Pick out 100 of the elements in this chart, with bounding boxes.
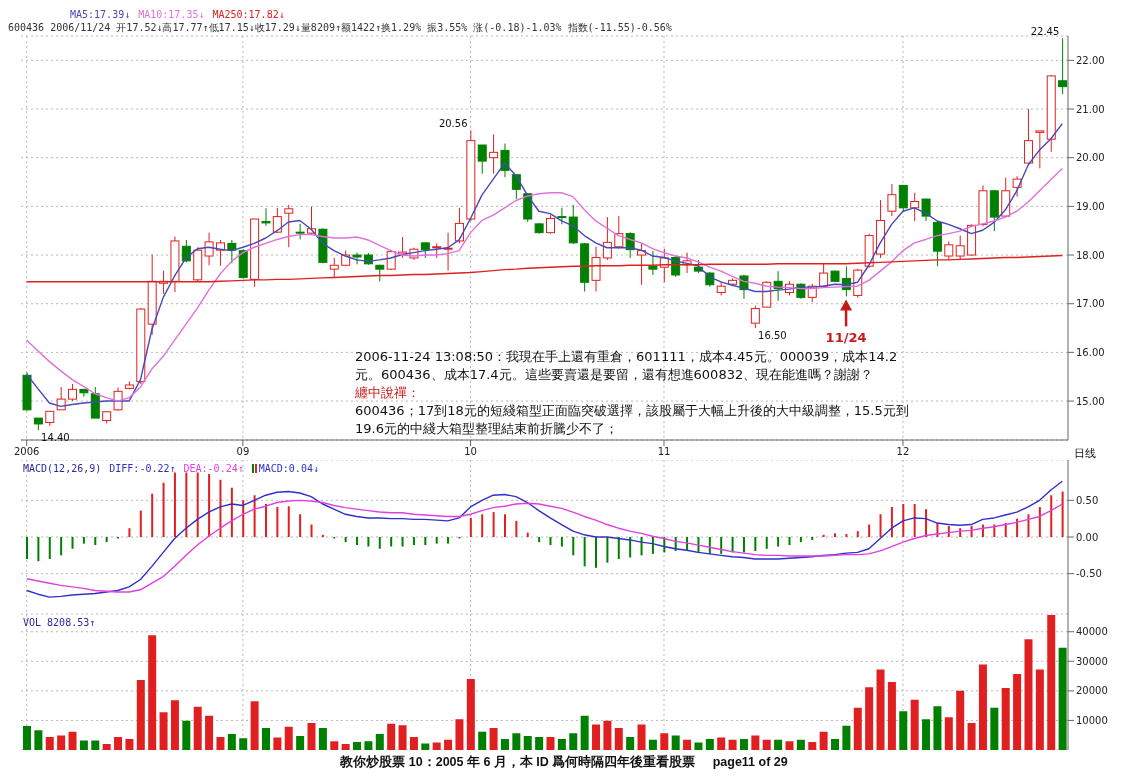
bar bbox=[535, 736, 544, 750]
bar bbox=[173, 472, 176, 537]
bar bbox=[227, 734, 236, 750]
bar bbox=[515, 520, 518, 537]
bar bbox=[796, 739, 805, 750]
text: MA5:17.39↓ bbox=[70, 8, 131, 21]
bar bbox=[549, 537, 552, 546]
bar bbox=[466, 679, 475, 750]
bar bbox=[299, 514, 302, 537]
candlestick bbox=[500, 143, 510, 178]
bar bbox=[57, 735, 66, 750]
bar bbox=[887, 682, 896, 750]
bar bbox=[788, 537, 791, 546]
text: 教你炒股票 10：2005 年 6 月，本 ID 爲何時隔四年後重看股票 page11 of 29 bbox=[339, 754, 789, 771]
bar bbox=[444, 739, 453, 750]
bar bbox=[777, 537, 780, 547]
y-tick-label: 0.50 bbox=[1076, 494, 1099, 506]
bar bbox=[367, 537, 370, 547]
bar bbox=[617, 537, 620, 559]
x-axis-title: 日线 bbox=[1074, 446, 1096, 461]
bar bbox=[208, 473, 211, 537]
y-tick-label: 19.00 bbox=[1076, 200, 1105, 212]
candlestick bbox=[602, 216, 612, 261]
bar bbox=[276, 506, 279, 537]
y-tick-label: 16.00 bbox=[1076, 346, 1105, 358]
annotation: 14.40 bbox=[41, 432, 70, 444]
bar bbox=[128, 528, 131, 537]
bar bbox=[765, 537, 768, 549]
bar bbox=[728, 739, 737, 750]
bar bbox=[720, 537, 723, 554]
bar bbox=[321, 534, 324, 537]
bar bbox=[956, 690, 965, 750]
bar bbox=[651, 537, 654, 554]
bar bbox=[648, 739, 657, 750]
candlestick bbox=[454, 207, 464, 244]
bar bbox=[273, 737, 282, 750]
x-tick-label: 09 bbox=[236, 446, 250, 458]
y-tick-label: -0.50 bbox=[1076, 568, 1102, 580]
bar bbox=[902, 504, 905, 537]
bar bbox=[182, 720, 191, 750]
bar bbox=[216, 736, 225, 750]
candlestick bbox=[614, 215, 624, 250]
legend-label: MACD:0.04↓ bbox=[257, 462, 319, 475]
bar bbox=[287, 506, 290, 537]
bar bbox=[356, 537, 359, 546]
bar bbox=[742, 537, 745, 553]
bar bbox=[318, 728, 327, 750]
bar bbox=[580, 715, 589, 750]
candlestick bbox=[477, 144, 487, 175]
bar bbox=[831, 739, 840, 750]
line-series bbox=[25, 480, 1064, 598]
candlestick bbox=[898, 184, 908, 212]
bar bbox=[731, 537, 734, 553]
bar bbox=[660, 733, 669, 750]
candlestick bbox=[546, 214, 555, 235]
bar bbox=[390, 537, 393, 547]
bar bbox=[37, 537, 40, 562]
text: MA10:17.35↓ bbox=[138, 8, 205, 21]
bar bbox=[557, 739, 566, 750]
bar bbox=[933, 706, 942, 750]
bar bbox=[378, 537, 381, 549]
bar bbox=[71, 537, 74, 549]
bar bbox=[170, 700, 179, 750]
bar bbox=[148, 635, 157, 750]
bar bbox=[253, 495, 256, 537]
candlestick bbox=[204, 232, 214, 266]
bar bbox=[23, 726, 31, 750]
bar bbox=[978, 664, 987, 750]
bar bbox=[136, 679, 145, 750]
bar bbox=[868, 524, 871, 537]
bar bbox=[114, 736, 123, 750]
bar bbox=[845, 534, 848, 537]
bar bbox=[1047, 614, 1056, 750]
bar bbox=[239, 738, 248, 750]
candlestick bbox=[79, 388, 89, 398]
bar bbox=[856, 531, 859, 537]
bar bbox=[811, 537, 814, 540]
bar bbox=[375, 734, 384, 750]
y-tick-label: 30000 bbox=[1076, 655, 1108, 667]
bar bbox=[34, 730, 43, 750]
bar bbox=[925, 509, 928, 537]
bar bbox=[808, 742, 817, 750]
bar bbox=[469, 517, 472, 537]
bar bbox=[503, 514, 506, 537]
candlestick bbox=[557, 207, 567, 225]
bar bbox=[159, 712, 168, 750]
candlestick bbox=[329, 257, 339, 278]
annotation: 纏中說禪： bbox=[355, 384, 421, 402]
bar bbox=[219, 479, 222, 537]
y-tick-label: 20.00 bbox=[1076, 152, 1105, 164]
bar bbox=[421, 743, 430, 750]
bar bbox=[492, 512, 495, 537]
bar bbox=[205, 715, 214, 750]
bar bbox=[910, 699, 919, 750]
bar bbox=[91, 740, 100, 750]
bar bbox=[1038, 506, 1041, 537]
bar bbox=[751, 735, 760, 750]
bar bbox=[913, 504, 916, 537]
bar bbox=[546, 736, 555, 750]
bar bbox=[48, 537, 51, 559]
